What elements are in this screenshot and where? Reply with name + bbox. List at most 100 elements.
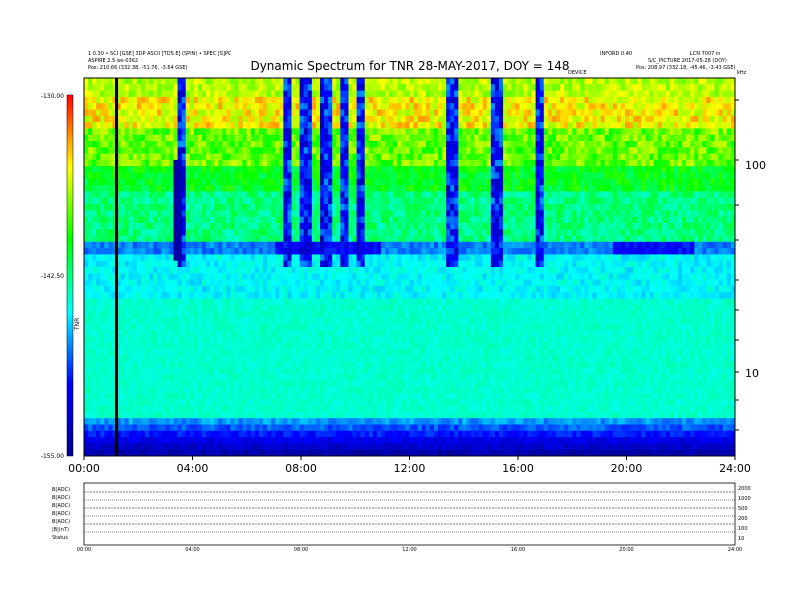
spectrogram-cell: [629, 153, 634, 161]
spectrogram-cell: [214, 216, 219, 224]
spectrogram-cell: [104, 172, 109, 180]
spectrogram-cell: [560, 210, 565, 217]
spectrogram-cell: [218, 103, 223, 110]
spectrogram-cell: [397, 216, 402, 224]
spectrogram-cell: [417, 241, 423, 249]
spectrogram-cell: [584, 153, 589, 161]
spectrogram-cell: [494, 204, 500, 211]
spectrogram-cell: [116, 235, 122, 243]
spectrogram-cell: [690, 147, 695, 154]
spectrogram-cell: [527, 191, 532, 199]
spectrogram-cell: [336, 191, 341, 199]
spectrogram-cell: [466, 191, 471, 199]
spectrogram-cell: [421, 78, 427, 85]
spectrogram-cell: [136, 216, 142, 224]
spectrogram-cell: [600, 260, 606, 268]
spectrogram-cell: [307, 90, 313, 98]
spectrogram-cell: [319, 172, 325, 180]
spectrogram-cell: [621, 147, 626, 154]
spectrogram-cell: [690, 260, 695, 268]
spectrogram-cell: [576, 147, 581, 154]
spectrogram-cell: [348, 248, 353, 255]
spectrogram-cell: [527, 78, 532, 85]
spectrogram-cell: [165, 273, 170, 280]
spectrogram-cell: [368, 241, 374, 249]
spectrogram-cell: [450, 90, 455, 98]
spectrogram-cell: [246, 103, 252, 110]
spectrogram-cell: [560, 159, 565, 167]
spectrogram-cell: [572, 197, 577, 205]
spectrogram-cell: [381, 229, 386, 236]
spectrogram-cell: [291, 128, 296, 136]
spectrogram-cell: [340, 141, 345, 148]
spectrogram-cell: [132, 159, 138, 167]
spectrogram-cell: [104, 235, 109, 243]
spectrogram-cell: [275, 191, 280, 199]
spectrogram-cell: [714, 260, 720, 268]
spectrogram-cell: [140, 229, 146, 236]
spectrogram-cell: [730, 147, 736, 154]
spectrogram-cell: [429, 254, 435, 262]
spectrogram-cell: [474, 122, 480, 129]
spectrogram-cell: [169, 159, 174, 167]
spectrogram-cell: [417, 90, 423, 98]
spectrogram-cell: [283, 109, 288, 117]
spectrogram-cell: [96, 166, 101, 173]
spectrogram-cell: [621, 267, 626, 274]
spectrogram-cell: [629, 197, 634, 205]
spectrogram-cell: [360, 254, 366, 262]
spectrogram-cell: [641, 153, 646, 161]
spectrogram-cell: [283, 260, 288, 268]
spectrogram-cell: [104, 122, 109, 129]
spectrogram-cell: [206, 235, 211, 243]
spectrogram-cell: [149, 84, 154, 91]
spectrogram-cell: [189, 204, 195, 211]
spectrogram-cell: [560, 260, 565, 268]
spectrogram-cell: [385, 191, 390, 199]
spectrogram-cell: [718, 166, 724, 173]
spectrogram-cell: [588, 197, 593, 205]
spectrogram-cell: [657, 159, 663, 167]
spectrogram-cell: [165, 153, 170, 161]
spectrogram-cell: [608, 147, 614, 154]
spectrogram-cell: [576, 166, 581, 173]
spectrogram-cell: [702, 172, 707, 180]
spectrogram-cell: [539, 78, 545, 85]
spectrogram-cell: [319, 185, 325, 192]
spectrogram-cell: [653, 90, 659, 98]
spectrogram-cell: [629, 159, 634, 167]
spectrogram-cell: [201, 235, 207, 243]
spectrogram-cell: [88, 96, 93, 104]
spectrogram-cell: [372, 122, 378, 129]
spectrogram-cell: [462, 241, 467, 249]
spectrogram-cell: [197, 96, 203, 104]
spectrogram-cell: [417, 166, 423, 173]
spectrogram-cell: [730, 204, 736, 211]
spectrogram-cell: [633, 90, 638, 98]
spectrogram-cell: [136, 153, 142, 161]
spectrogram-cell: [572, 235, 577, 243]
spectrogram-cell: [560, 235, 565, 243]
spectrogram-cell: [686, 185, 691, 192]
spectrogram-cell: [324, 103, 329, 110]
spectrogram-cell: [494, 159, 500, 167]
spectrogram-cell: [458, 153, 463, 161]
spectrogram-cell: [576, 153, 581, 161]
spectrogram-cell: [551, 103, 557, 110]
spectrogram-cell: [507, 178, 512, 186]
spectrogram-cell: [661, 235, 667, 243]
spectrogram-cell: [230, 191, 235, 199]
spectrogram-cell: [722, 90, 728, 98]
spectrogram-cell: [193, 178, 199, 186]
spectrogram-cell: [653, 191, 659, 199]
spectrogram-cell: [637, 216, 642, 224]
spectrogram-cell: [604, 210, 610, 217]
spectrogram-cell: [608, 191, 614, 199]
spectrogram-cell: [629, 103, 634, 110]
spectrogram-cell: [401, 197, 406, 205]
spectrogram-cell: [710, 210, 716, 217]
spectrogram-cell: [450, 147, 455, 154]
spectrogram-cell: [678, 222, 683, 230]
spectrogram-cell: [490, 122, 496, 129]
spectrogram-cell: [157, 197, 162, 205]
